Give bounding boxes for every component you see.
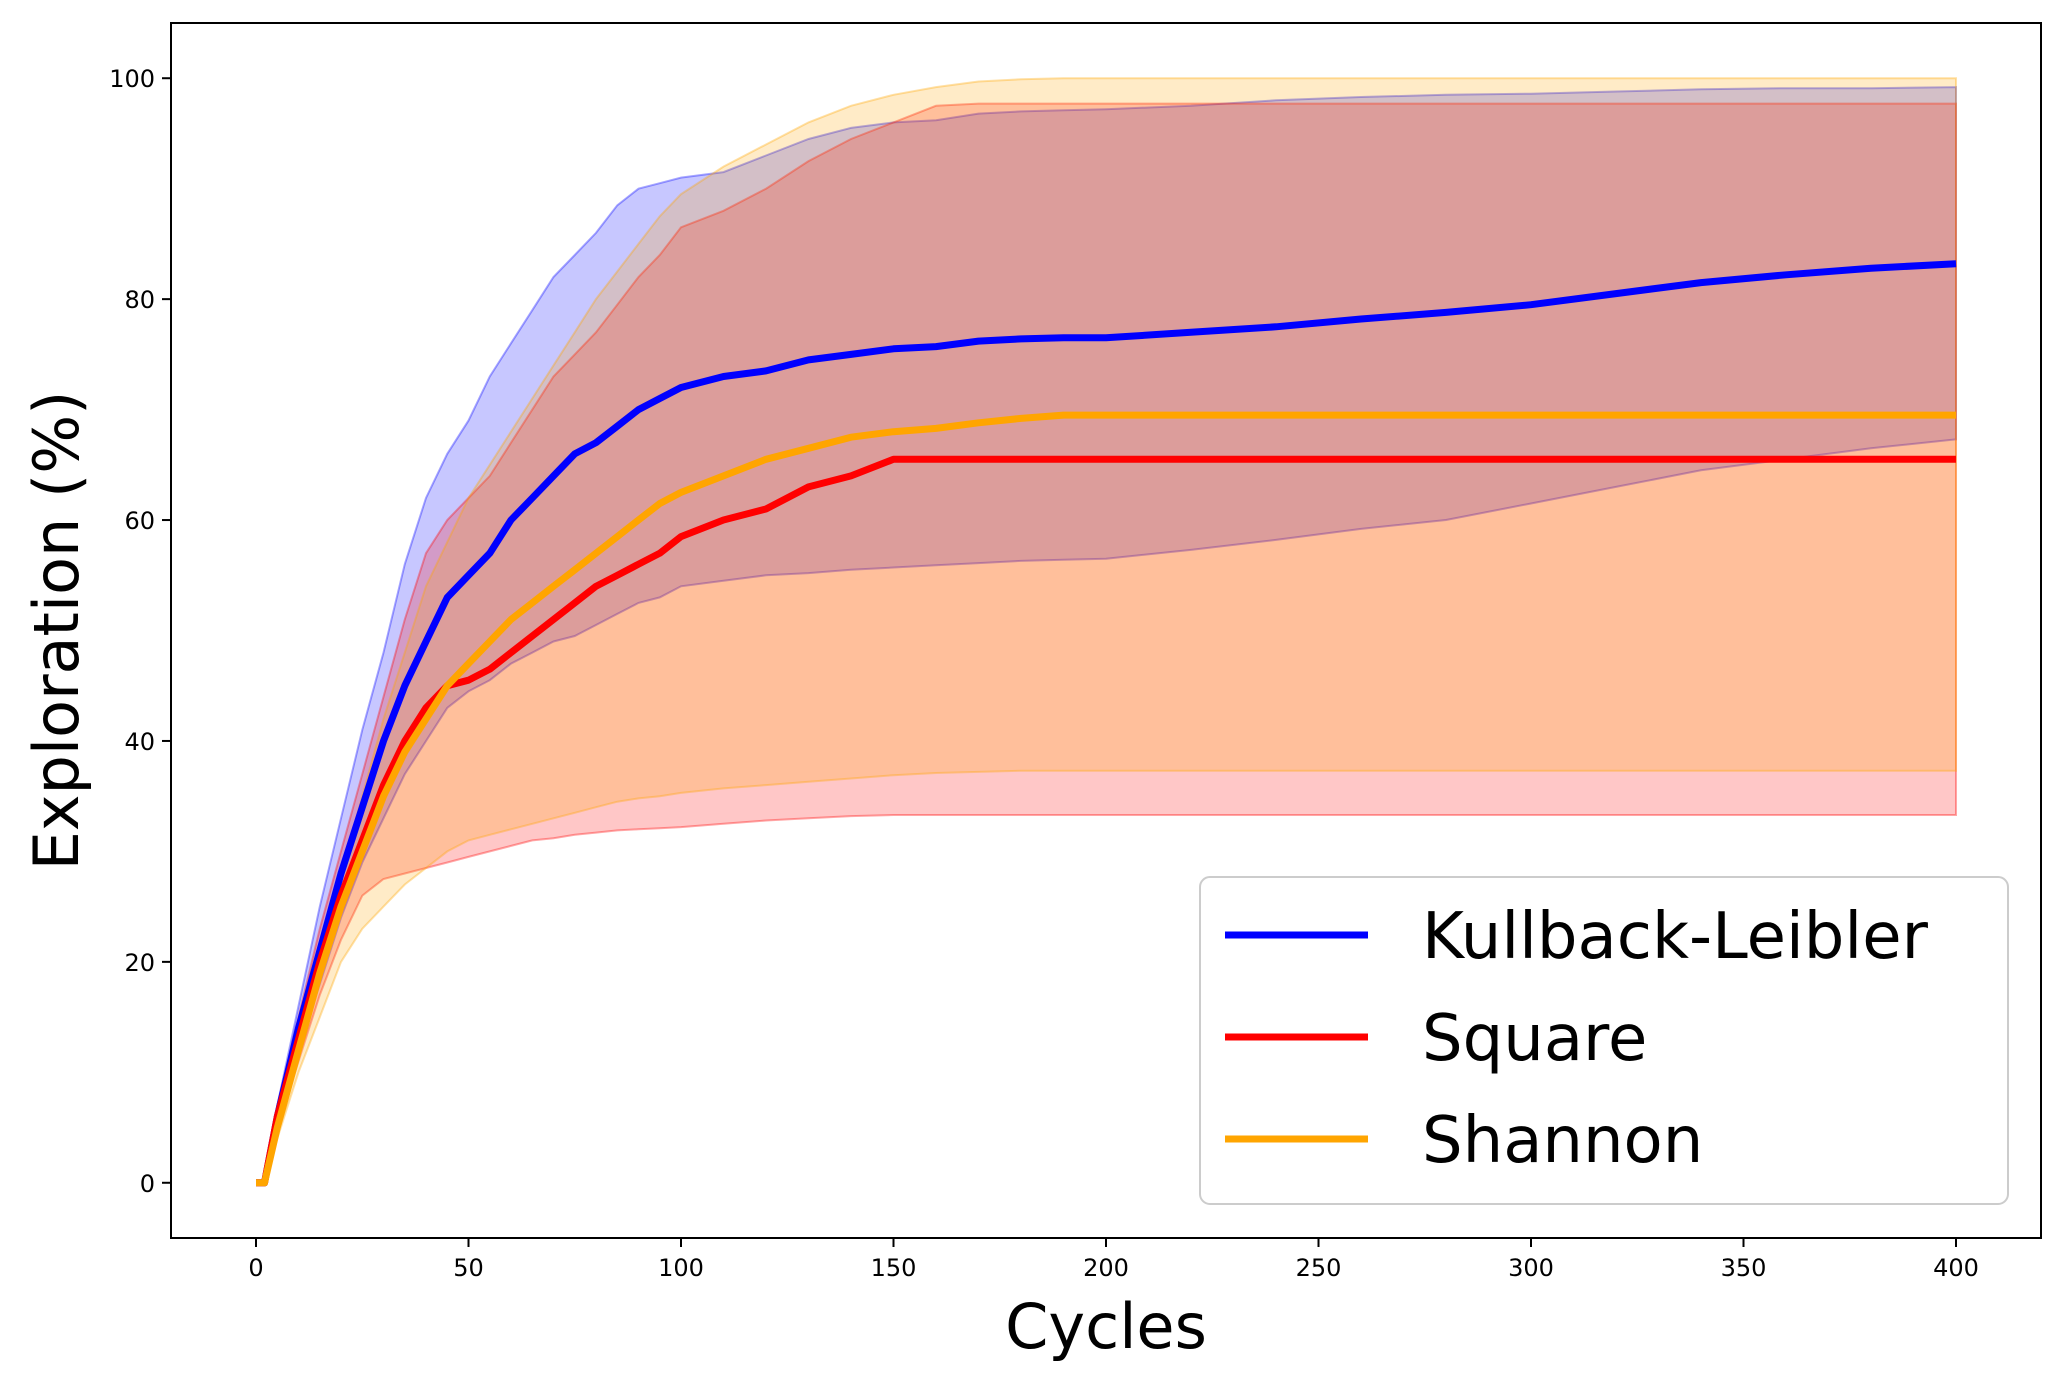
x-tick-label: 300: [1508, 1254, 1554, 1282]
band-kullback-leibler: [256, 86, 1957, 1184]
legend: Kullback-Leibler Square Shannon: [1199, 876, 2009, 1205]
y-tick-label: 40: [124, 728, 155, 756]
mean-lines: [256, 260, 1957, 1187]
y-tick-label: 0: [140, 1170, 155, 1198]
y-axis-label: Exploration (%): [20, 391, 93, 871]
x-tick-label: 350: [1721, 1254, 1767, 1282]
line-kullback-leibler: [256, 260, 1957, 1187]
line-shannon: [256, 411, 1956, 1187]
legend-box: [1199, 876, 2009, 1205]
legend-label-shannon: Shannon: [1422, 1104, 1703, 1178]
x-tick-label: 200: [1083, 1254, 1129, 1282]
x-tick-label: 100: [658, 1254, 704, 1282]
band-shannon: [256, 77, 1957, 1184]
y-tick-label: 20: [124, 949, 155, 977]
legend-label-square: Square: [1422, 1002, 1647, 1076]
x-tick-label: 0: [248, 1254, 263, 1282]
y-tick-label: 80: [124, 286, 155, 314]
confidence-bands: [256, 77, 1957, 1184]
x-axis-label: Cycles: [1005, 1290, 1207, 1363]
x-tick-label: 250: [1296, 1254, 1342, 1282]
axes: 0 50 100 150 200 250 300 350 400 0 20 40 60 80 100: [109, 22, 2042, 1282]
legend-label-kullback-leibler: Kullback-Leibler: [1422, 900, 1929, 974]
y-tick-label: 100: [109, 65, 155, 93]
line-square: [256, 455, 1956, 1187]
x-tick-label: 400: [1933, 1254, 1979, 1282]
x-tick-label: 150: [871, 1254, 917, 1282]
y-tick-label: 60: [124, 507, 155, 535]
x-tick-label: 50: [453, 1254, 484, 1282]
